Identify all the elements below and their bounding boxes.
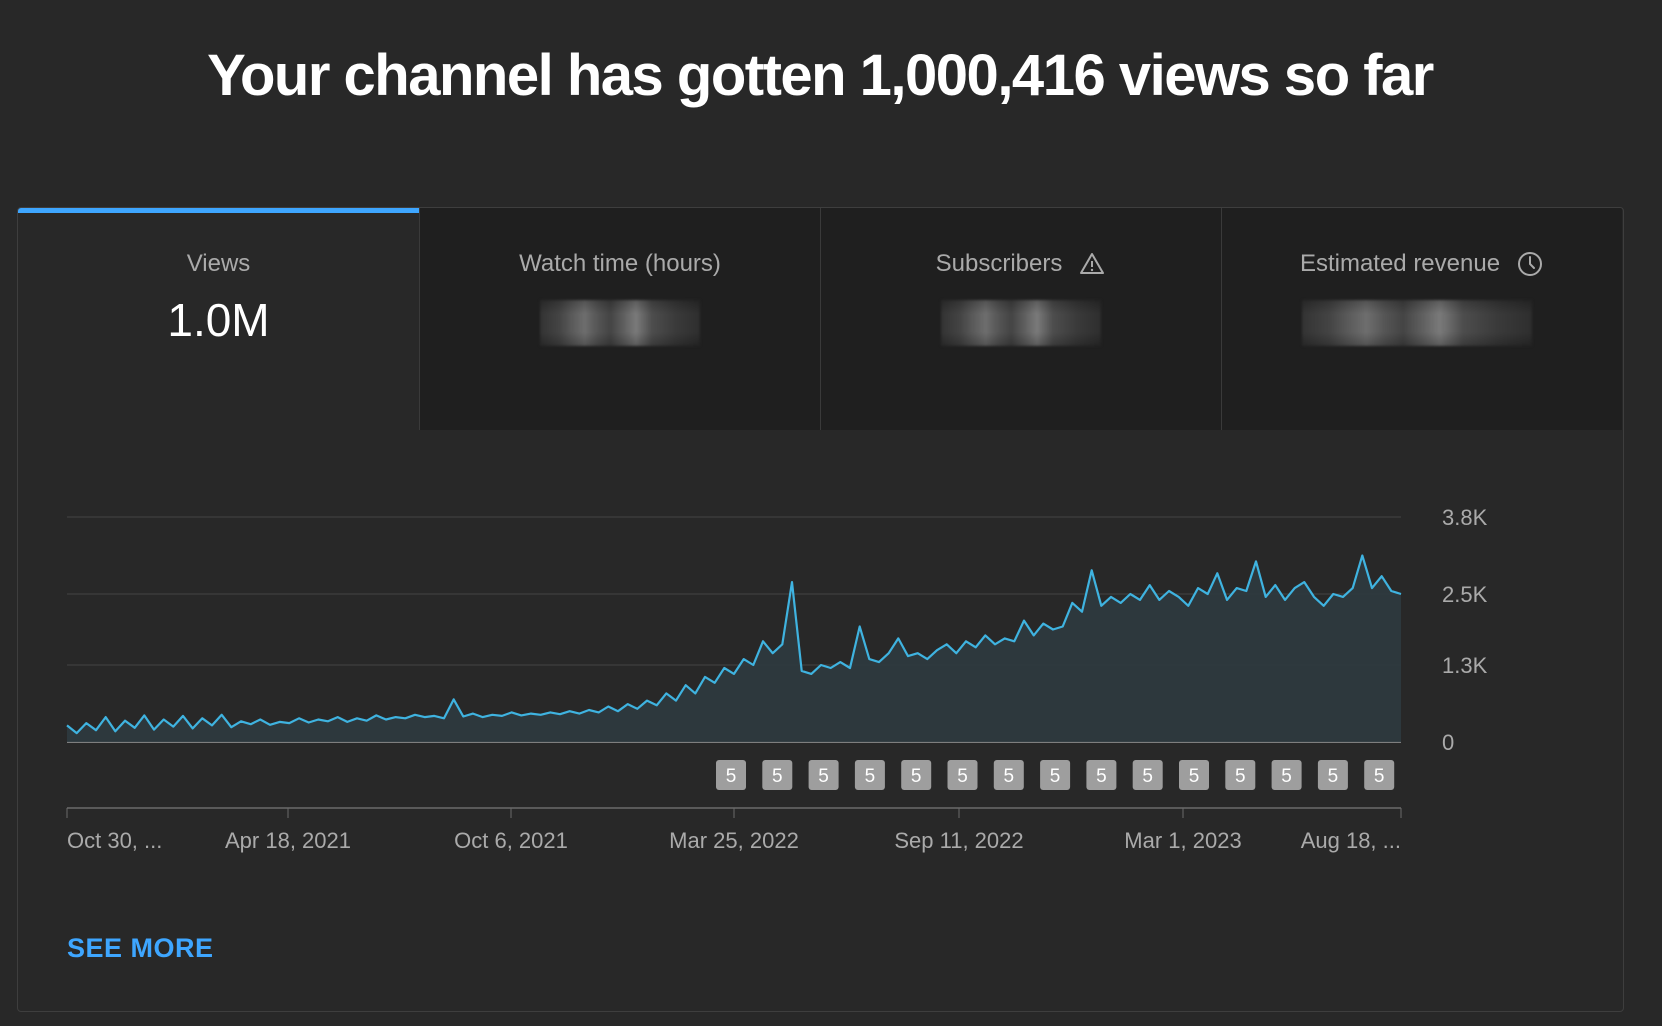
event-marker[interactable] — [808, 760, 839, 790]
x-tick-label: Aug 18, ... — [1301, 828, 1401, 853]
tab-views-value: 1.0M — [167, 294, 270, 346]
tab-subscribers-label: Subscribers — [935, 250, 1063, 277]
event-marker[interactable] — [1364, 760, 1395, 790]
event-marker[interactable] — [854, 760, 885, 790]
event-marker-label: 5 — [1050, 766, 1061, 787]
event-marker[interactable] — [1179, 760, 1209, 790]
tab-watch-time[interactable]: Watch time (hours) — [419, 208, 820, 430]
event-marker[interactable] — [1040, 760, 1071, 790]
x-tick-label: Mar 1, 2023 — [1124, 828, 1241, 853]
metric-tabs: Views 1.0M Watch time (hours) Subscriber… — [18, 208, 1623, 430]
clock-icon[interactable] — [1516, 250, 1544, 278]
event-marker-label: 5 — [957, 766, 968, 787]
y-tick-label: 1.3K — [1442, 653, 1488, 678]
x-tick-label: Oct 30, ... — [67, 828, 162, 853]
tab-watch-time-label: Watch time (hours) — [519, 250, 721, 277]
redacted-value — [540, 300, 700, 346]
warning-icon[interactable] — [1078, 250, 1106, 278]
event-marker-label: 5 — [1189, 766, 1200, 787]
tab-subscribers[interactable]: Subscribers — [820, 208, 1221, 430]
x-tick-label: Apr 18, 2021 — [225, 828, 351, 853]
see-more-link[interactable]: SEE MORE — [67, 933, 214, 963]
event-marker-label: 5 — [865, 766, 876, 787]
event-marker-label: 5 — [1004, 766, 1015, 787]
tab-estimated-revenue[interactable]: Estimated revenue — [1221, 208, 1622, 430]
x-tick-label: Mar 25, 2022 — [669, 828, 799, 853]
event-marker[interactable] — [947, 760, 978, 790]
redacted-value — [1302, 300, 1532, 346]
views-chart: 3.8K 2.5K 1.3K 0 5 5 5 5 5 5 5 5 5 5 5 5 5 5 5 Oct 30, ... A… — [18, 430, 1623, 910]
x-tick-label: Oct 6, 2021 — [454, 828, 568, 853]
redacted-value — [941, 300, 1101, 346]
event-marker-label: 5 — [726, 766, 737, 787]
event-marker-label: 5 — [1142, 766, 1153, 787]
y-tick-label: 3.8K — [1442, 505, 1488, 530]
event-marker-label: 5 — [1374, 766, 1385, 787]
event-marker[interactable] — [993, 760, 1024, 790]
series-line — [66, 554, 1402, 735]
event-marker-label: 5 — [772, 766, 783, 787]
y-tick-label: 2.5K — [1442, 582, 1488, 607]
event-marker[interactable] — [1317, 760, 1348, 790]
event-marker[interactable] — [1086, 760, 1117, 790]
event-marker-label: 5 — [818, 766, 829, 787]
tab-views[interactable]: Views 1.0M — [18, 208, 419, 430]
area-fill — [67, 555, 1401, 742]
page-headline: Your channel has gotten 1,000,416 views … — [207, 43, 1434, 108]
y-tick-label: 0 — [1442, 730, 1454, 755]
metrics-card: Views 1.0M Watch time (hours) Subscriber… — [17, 207, 1624, 1012]
event-marker[interactable] — [1225, 760, 1256, 790]
event-marker[interactable] — [1132, 760, 1163, 790]
event-marker-label: 5 — [1235, 766, 1246, 787]
tab-views-label: Views — [186, 250, 251, 277]
event-marker-label: 5 — [1328, 766, 1339, 787]
event-marker[interactable] — [901, 760, 932, 790]
event-marker[interactable] — [762, 760, 793, 790]
event-marker-label: 5 — [911, 766, 922, 787]
views-chart-svg: 3.8K 2.5K 1.3K 0 5 5 5 5 5 5 5 5 5 5 5 5 5 5 5 Oct 30, ... A… — [66, 505, 1488, 853]
event-marker[interactable] — [1271, 760, 1302, 790]
x-tick-label: Sep 11, 2022 — [894, 828, 1023, 853]
tab-revenue-label: Estimated revenue — [1299, 250, 1501, 277]
event-marker-label: 5 — [1096, 766, 1107, 787]
event-marker[interactable] — [716, 760, 746, 790]
event-marker-label: 5 — [1281, 766, 1292, 787]
